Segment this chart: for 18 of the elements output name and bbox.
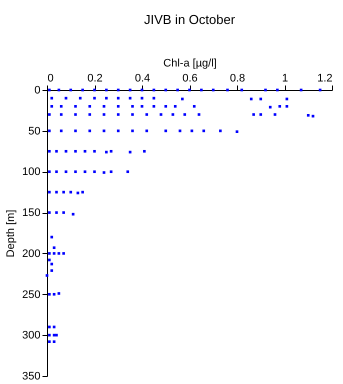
x-tick-label: 0.4: [134, 72, 150, 84]
y-tick-label: 150: [22, 207, 40, 220]
chart-title: JIVB in October: [144, 12, 236, 27]
y-tick-label: 200: [22, 248, 40, 260]
x-tick-label: 0.2: [87, 72, 103, 84]
x-tick-label: 0.6: [182, 72, 198, 84]
y-tick-label: 350: [22, 370, 40, 382]
x-tick-label: 1: [282, 72, 288, 84]
y-tick-label: 50: [28, 125, 40, 138]
y-tick-label: 0: [34, 84, 40, 96]
y-axis-title: Depth [m]: [5, 210, 18, 258]
x-tick-label: 1.2: [317, 72, 332, 84]
x-tick-label: 0: [48, 72, 54, 84]
y-tick-label: 300: [22, 330, 40, 342]
x-tick-label: 0.8: [230, 72, 246, 84]
x-axis-title: Chl-a [µg/l]: [163, 58, 217, 70]
y-tick-label: 100: [22, 166, 40, 178]
y-tick-label: 250: [22, 288, 40, 301]
